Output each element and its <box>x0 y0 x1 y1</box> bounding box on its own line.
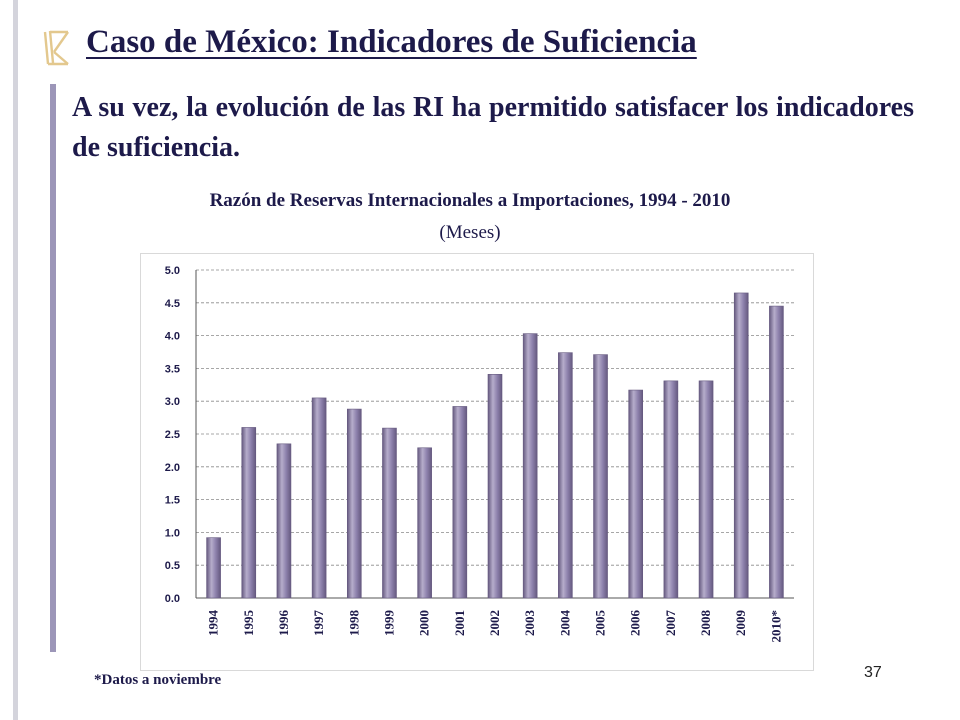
x-tick-label: 2000 <box>417 610 432 636</box>
left-edge-rule <box>13 0 18 720</box>
x-tick-label: 2010* <box>768 610 783 643</box>
bar <box>206 537 221 599</box>
footnote: *Datos a noviembre <box>94 672 222 688</box>
x-tick-label: 1996 <box>276 610 291 637</box>
x-tick-label: 2008 <box>698 610 713 637</box>
chart-title: Razón de Reservas Internacionales a Impo… <box>209 190 731 211</box>
x-tick-label: 2004 <box>557 610 572 637</box>
y-tick-label: 4.0 <box>165 331 180 343</box>
y-tick-label: 2.5 <box>165 429 180 441</box>
y-tick-label: 1.5 <box>165 495 180 507</box>
bar <box>593 354 608 599</box>
x-tick-label: 2005 <box>593 610 608 637</box>
bar <box>663 380 679 599</box>
y-tick-label: 2.0 <box>165 462 180 474</box>
bar <box>769 305 784 599</box>
slide-title: Caso de México: Indicadores de Suficienc… <box>86 24 697 60</box>
y-tick-label: 4.5 <box>165 298 180 310</box>
x-tick-label: 1998 <box>346 610 361 637</box>
bar-chart: 0.0 0.5 1.0 1.5 2.0 2.5 3.0 3.5 4.0 4.5 5.0 1994 199… <box>140 253 814 671</box>
x-tick-label: 2009 <box>733 610 748 637</box>
bar <box>417 447 432 599</box>
x-tick-label: 1999 <box>381 610 396 637</box>
y-tick-label: 5.0 <box>165 265 180 277</box>
bar <box>382 427 397 599</box>
x-tick-label: 2003 <box>522 610 537 637</box>
body-text: A su vez, la evolución de las RI ha perm… <box>72 92 914 163</box>
x-tick-label: 2002 <box>487 610 502 636</box>
bar <box>558 352 573 599</box>
chart-subtitle: (Meses) <box>439 222 501 243</box>
y-tick-label: 0.5 <box>165 560 180 572</box>
bar <box>276 443 292 599</box>
x-tick-label: 2001 <box>452 610 467 636</box>
bar <box>733 292 749 599</box>
x-tick-label: 1994 <box>206 610 221 637</box>
x-tick-label: 1997 <box>311 610 326 637</box>
bar <box>311 397 327 599</box>
bar <box>698 380 714 599</box>
bar <box>628 389 644 599</box>
x-tick-label: 1995 <box>241 610 256 637</box>
page-number: 37 <box>864 664 882 681</box>
pen-bullet-icon <box>43 30 69 66</box>
bar <box>487 374 503 599</box>
y-tick-label: 1.0 <box>165 527 180 539</box>
bar <box>452 406 468 599</box>
y-tick-label: 0.0 <box>165 593 180 605</box>
y-tick-label: 3.5 <box>165 363 180 375</box>
bar <box>522 333 538 599</box>
y-tick-label: 3.0 <box>165 396 180 408</box>
bar <box>346 408 362 599</box>
x-tick-label: 2007 <box>663 610 678 637</box>
bar <box>241 427 257 599</box>
content-accent-bar <box>50 84 56 652</box>
x-tick-label: 2006 <box>628 610 643 637</box>
